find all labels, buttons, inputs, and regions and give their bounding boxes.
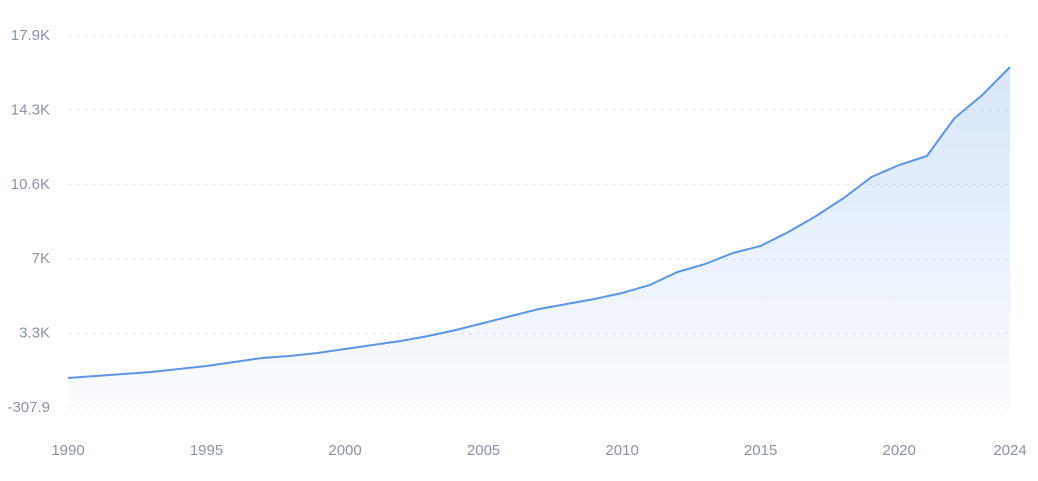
x-tick-label: 2015 — [744, 442, 777, 459]
y-tick-label: 14.3K — [11, 101, 50, 118]
x-tick-label: 1995 — [190, 442, 223, 459]
y-tick-label: -307.9 — [7, 399, 50, 416]
x-tick-label: 2024 — [993, 442, 1026, 459]
y-tick-label: 10.6K — [11, 176, 50, 193]
x-tick-label: 2000 — [328, 442, 361, 459]
x-tick-label: 2010 — [605, 442, 638, 459]
y-tick-label: 3.3K — [19, 325, 50, 342]
y-tick-label: 17.9K — [11, 27, 50, 44]
x-tick-label: 2020 — [882, 442, 915, 459]
line — [67, 66, 1011, 379]
x-tick-label: 2005 — [467, 442, 500, 459]
area — [68, 67, 1010, 408]
y-tick-label: 7K — [32, 250, 50, 267]
x-tick-label: 1990 — [51, 442, 84, 459]
